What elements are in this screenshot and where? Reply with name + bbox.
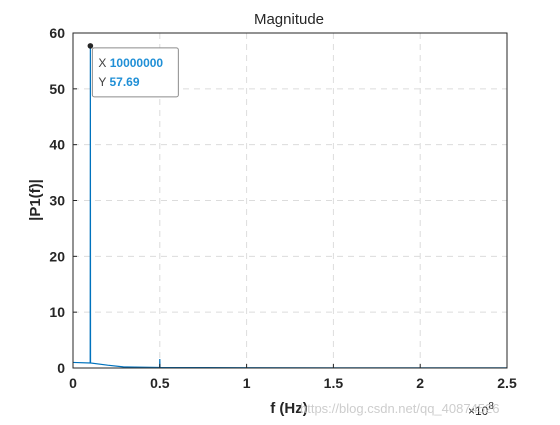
datatip-x-value: 10000000 <box>110 56 164 70</box>
datatip-box[interactable] <box>91 47 179 98</box>
y-tick-label: 20 <box>49 248 65 264</box>
datatip[interactable]: X 10000000 Y 57.69 <box>87 43 179 98</box>
x-tick-label: 2.5 <box>497 375 517 391</box>
x-tick-label: 1 <box>243 375 251 391</box>
x-tick-label: 2 <box>416 375 424 391</box>
datatip-marker[interactable] <box>87 43 94 49</box>
x-exponent-base: ×10 <box>468 404 489 418</box>
chart-title: Magnitude <box>254 11 324 28</box>
y-tick-label: 30 <box>49 193 65 209</box>
datatip-x-label: X <box>98 56 106 70</box>
datatip-y-line: Y 57.69 <box>98 75 139 89</box>
tick-layer: 0 0.5 1 1.5 2 2.5 0 10 20 30 40 50 60 <box>49 25 517 391</box>
y-tick-label: 10 <box>49 304 65 320</box>
x-axis-label: f (Hz) <box>270 400 308 417</box>
datatip-y-label: Y <box>98 75 106 89</box>
watermark: https://blog.csdn.net/qq_40874526 <box>300 401 500 416</box>
y-axis-label: |P1(f)| <box>27 179 44 221</box>
y-tick-label: 60 <box>49 25 65 41</box>
x-tick-label: 0 <box>69 375 77 391</box>
y-tick-label: 40 <box>49 137 65 153</box>
x-exponent-label: ×108 <box>468 401 494 418</box>
x-exponent-power: 8 <box>488 401 494 412</box>
x-tick-label: 0.5 <box>150 375 170 391</box>
x-tick-label: 1.5 <box>324 375 344 391</box>
y-tick-label: 50 <box>49 81 65 97</box>
y-tick-label: 0 <box>57 360 65 376</box>
datatip-y-value: 57.69 <box>110 75 140 89</box>
datatip-x-line: X 10000000 <box>98 56 163 70</box>
